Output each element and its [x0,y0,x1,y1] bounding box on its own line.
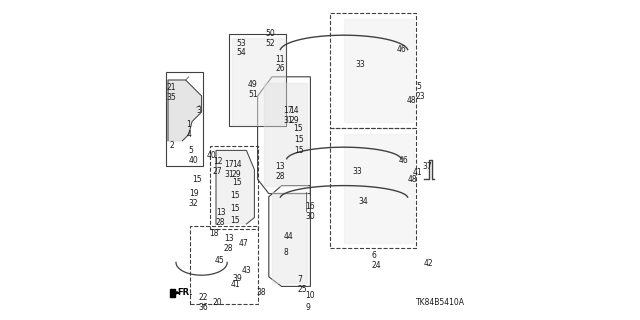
Text: 50
52: 50 52 [266,29,275,48]
Text: 43: 43 [242,266,252,275]
Text: 39: 39 [232,274,242,283]
Text: 20: 20 [212,298,223,307]
Polygon shape [272,192,307,283]
Bar [191,226,258,304]
Text: 18: 18 [210,229,219,238]
Text: 19
32: 19 32 [189,189,198,208]
Text: 1
4: 1 4 [187,120,191,139]
Bar [210,146,258,229]
Text: 37: 37 [422,162,432,171]
Polygon shape [170,289,175,297]
Text: 15: 15 [294,135,304,144]
Bar [330,13,416,128]
Text: 14
29: 14 29 [232,160,242,179]
Text: 14
29: 14 29 [290,106,300,124]
Text: 16
30: 16 30 [306,202,316,220]
Polygon shape [232,38,285,125]
Text: 47: 47 [239,239,248,248]
Text: 13
28: 13 28 [224,234,234,252]
Text: 41: 41 [413,168,422,177]
Text: 9: 9 [306,303,310,312]
Text: 15: 15 [230,216,240,225]
Text: TK84B5410A: TK84B5410A [415,298,465,307]
Text: 49
51: 49 51 [248,80,258,99]
Text: 17
31: 17 31 [224,160,234,179]
Text: 34: 34 [358,197,368,206]
Text: 40: 40 [206,151,216,160]
Polygon shape [344,134,415,243]
Bar [166,72,204,166]
Text: 46: 46 [397,45,406,54]
Text: 5
23: 5 23 [416,82,426,100]
Text: 53
54: 53 54 [237,39,246,57]
Bar [229,34,287,126]
Text: 48: 48 [408,175,418,184]
Bar [330,128,416,248]
Text: 8: 8 [283,248,288,257]
Text: 5
40: 5 40 [189,146,198,164]
Text: 17
31: 17 31 [283,106,293,124]
Text: 21
35: 21 35 [166,84,176,102]
Text: FR.: FR. [178,288,193,297]
Polygon shape [344,19,415,122]
Text: 46: 46 [398,156,408,164]
Text: 3: 3 [197,106,202,115]
Text: 15: 15 [294,146,304,155]
Text: 15: 15 [192,175,202,184]
Polygon shape [216,150,254,224]
Text: 7
25: 7 25 [298,276,307,294]
Text: 11
26: 11 26 [275,55,285,73]
Text: 15: 15 [230,191,240,200]
Text: 41: 41 [230,280,240,289]
Text: 48: 48 [406,96,416,105]
Text: 2: 2 [170,141,174,150]
Text: 22
36: 22 36 [198,293,208,312]
Text: 33: 33 [355,60,365,68]
Text: 12
27: 12 27 [212,157,223,176]
Text: 13
28: 13 28 [275,162,285,180]
Text: 6
24: 6 24 [371,252,381,270]
Text: 15: 15 [232,178,242,187]
Polygon shape [264,83,307,186]
Text: 10: 10 [306,292,316,300]
Text: 13
28: 13 28 [216,208,226,227]
Text: 42: 42 [424,260,434,268]
Text: 45: 45 [214,256,224,265]
Polygon shape [168,80,202,141]
Text: 44: 44 [283,232,293,241]
Text: 15: 15 [230,204,240,212]
Text: 38: 38 [256,288,266,297]
Text: 15: 15 [292,124,303,132]
Text: 33: 33 [352,167,362,176]
